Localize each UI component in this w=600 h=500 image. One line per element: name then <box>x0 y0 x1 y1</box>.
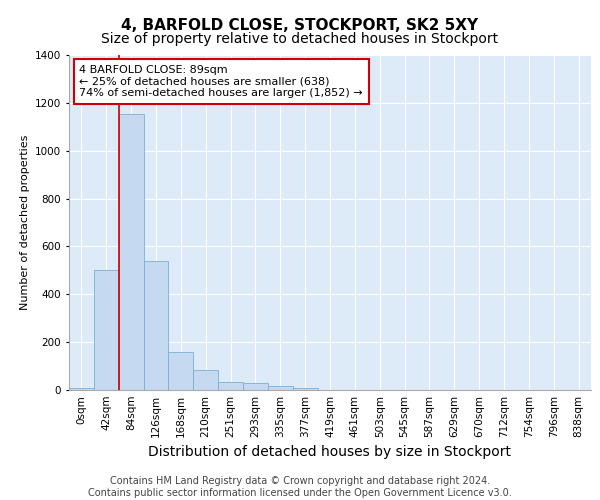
Text: 4 BARFOLD CLOSE: 89sqm
← 25% of detached houses are smaller (638)
74% of semi-de: 4 BARFOLD CLOSE: 89sqm ← 25% of detached… <box>79 65 363 98</box>
Text: Contains HM Land Registry data © Crown copyright and database right 2024.
Contai: Contains HM Land Registry data © Crown c… <box>88 476 512 498</box>
Bar <box>69 388 94 390</box>
Bar <box>293 388 317 390</box>
Bar <box>119 114 143 390</box>
X-axis label: Distribution of detached houses by size in Stockport: Distribution of detached houses by size … <box>149 446 511 460</box>
Text: Size of property relative to detached houses in Stockport: Size of property relative to detached ho… <box>101 32 499 46</box>
Bar <box>243 384 268 390</box>
Text: 4, BARFOLD CLOSE, STOCKPORT, SK2 5XY: 4, BARFOLD CLOSE, STOCKPORT, SK2 5XY <box>121 18 479 32</box>
Bar <box>218 382 243 390</box>
Bar <box>94 270 119 390</box>
Bar <box>169 352 193 390</box>
Y-axis label: Number of detached properties: Number of detached properties <box>20 135 29 310</box>
Bar <box>268 386 293 390</box>
Bar <box>193 370 218 390</box>
Bar <box>143 261 169 390</box>
